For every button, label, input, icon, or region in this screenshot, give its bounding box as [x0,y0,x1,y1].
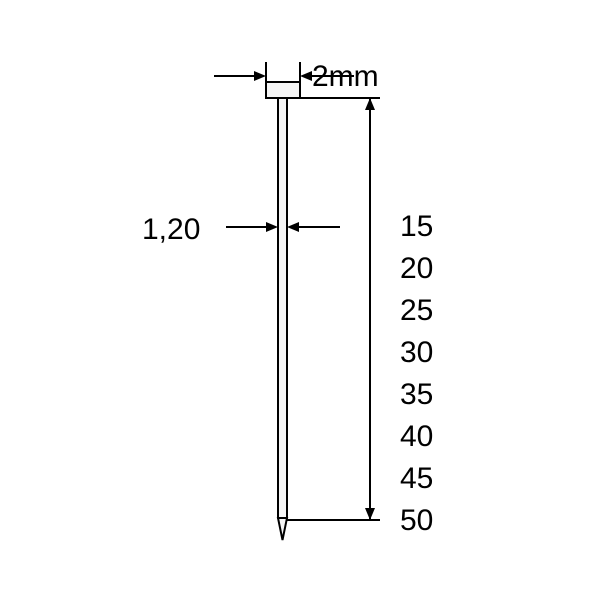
length-option: 35 [400,378,433,412]
diagram-svg [0,0,600,600]
nail-dimension-diagram: 2mm 1,20 15 20 25 30 35 40 45 50 [0,0,600,600]
length-option: 45 [400,462,433,496]
length-option: 20 [400,252,433,286]
length-option: 25 [400,294,433,328]
length-option: 30 [400,336,433,370]
length-option: 50 [400,504,433,538]
length-option: 15 [400,210,433,244]
shank-width-label: 1,20 [142,213,200,247]
length-option: 40 [400,420,433,454]
head-width-label: 2mm [312,60,379,94]
